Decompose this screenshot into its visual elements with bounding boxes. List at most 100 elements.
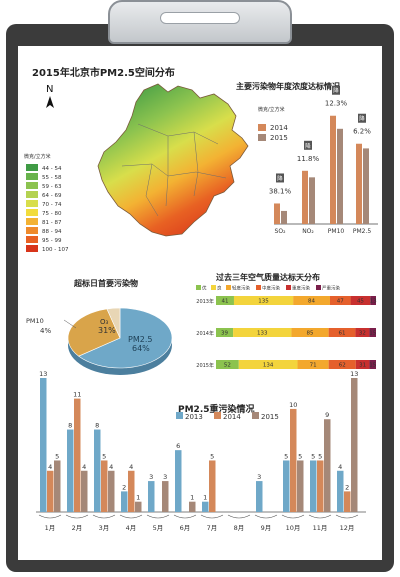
pollutant-bar	[337, 128, 343, 224]
map-districts	[121, 123, 227, 217]
down-badge-icon	[332, 85, 340, 95]
month-bracket	[173, 514, 197, 519]
aqi-segment-label: 31	[359, 363, 366, 369]
pm25-bar-label: 3	[163, 473, 167, 481]
pm25-bar-label: 4	[338, 463, 342, 471]
month-bracket	[335, 514, 359, 519]
aqi-legend-label: 严重污染	[322, 285, 340, 292]
pollutant-decline-label: 12.3%	[325, 100, 348, 108]
pm25-bar	[297, 460, 304, 512]
north-arrow-icon: N	[46, 84, 54, 108]
map-legend-swatch	[26, 227, 38, 234]
pollutant-category-label: SO₂	[275, 228, 287, 235]
aqi-segment	[297, 360, 329, 369]
pm25-bar-label: 5	[311, 452, 315, 460]
map-legend-swatch	[26, 245, 38, 252]
map-legend-swatch	[26, 209, 38, 216]
aqi-segment-label: 13	[370, 299, 377, 305]
pm25-month-label: 8月	[234, 524, 245, 532]
aqi-segment	[355, 328, 370, 337]
pm25-bar-label: 1	[203, 494, 207, 502]
pm25-month-label: 1月	[45, 524, 56, 532]
pollutant-unit: 微克/立方米	[258, 107, 285, 113]
infographic-paper: 2015年北京市PM2.5空间分布 主要污染物年度浓度达标情况 微克/立方米 微…	[18, 46, 382, 560]
map-legend-swatch	[26, 200, 38, 207]
aqi-legend-label: 中度污染	[262, 285, 280, 292]
pm25-month-label: 3月	[99, 524, 110, 532]
aqi-segment	[370, 296, 376, 305]
aqi-segment-label: 32	[359, 331, 366, 337]
map-legend-label: 64 - 69	[42, 193, 62, 199]
clip-hole	[160, 12, 240, 24]
pollutant-legend-swatch	[258, 134, 266, 141]
map-legend-swatch	[26, 173, 38, 180]
pm25-bar	[135, 501, 142, 512]
map-legend-label: 55 - 58	[42, 175, 62, 181]
pm25-legend-label: 2013	[185, 413, 203, 421]
aqi-legend-swatch	[316, 285, 321, 290]
aqi-segment-label: 15	[369, 331, 376, 337]
aqi-segment	[328, 328, 356, 337]
aqi-segment	[369, 328, 376, 337]
pollutant-chart-title: 主要污染物年度浓度达标情况	[236, 82, 340, 91]
pm25-bar-label: 3	[149, 473, 153, 481]
aqi-segment	[350, 296, 371, 305]
pollutant-category-label: PM2.5	[353, 228, 372, 235]
pm25-bar-label: 4	[129, 463, 133, 471]
map-legend-label: 59 - 63	[42, 184, 62, 190]
pm25-bar	[283, 460, 290, 512]
pm25-bar-label: 4	[48, 463, 52, 471]
pm25-bar	[101, 460, 108, 512]
pm25-bar-label: 2	[122, 483, 126, 491]
pm25-month-label: 12月	[340, 524, 355, 532]
pm25-bar-label: 5	[210, 452, 214, 460]
pm25-bar	[175, 450, 182, 512]
month-bracket	[200, 514, 224, 519]
map-legend-swatch	[26, 236, 38, 243]
aqi-legend-swatch	[196, 285, 201, 290]
pm25-bar-label: 1	[190, 494, 194, 502]
pm25-bar	[81, 470, 88, 512]
pm25-bar	[256, 481, 263, 512]
pm25-bar	[40, 378, 47, 512]
aqi-segment	[291, 328, 329, 337]
aqi-legend-label: 优	[202, 285, 207, 292]
down-badge-label: 降	[333, 87, 339, 95]
pm25-bar-label: 9	[325, 411, 329, 419]
pm25-bar	[189, 501, 196, 512]
aqi-chart-title: 过去三年空气质量达标天分布	[216, 273, 320, 282]
pm25-bar-label: 10	[289, 401, 297, 409]
month-bracket	[254, 514, 278, 519]
pie-title: 超标日首要污染物	[74, 279, 138, 288]
aqi-segment	[216, 328, 234, 337]
aqi-segment-label: 85	[307, 331, 314, 337]
month-bracket	[281, 514, 305, 519]
pm25-bar	[344, 491, 351, 512]
map-legend-label: 88 - 94	[42, 229, 62, 235]
month-bracket	[92, 514, 116, 519]
pm25-bar	[128, 470, 135, 512]
map-legend-label: 100 - 107	[42, 247, 69, 253]
pollutant-bar	[274, 203, 280, 224]
pollutant-bar	[363, 148, 369, 224]
pm25-bar	[351, 378, 358, 512]
pollutant-decline-label: 38.1%	[269, 187, 292, 195]
pm25-bar-label: 4	[82, 463, 86, 471]
pm25-bar	[209, 460, 216, 512]
aqi-segment-label: 133	[257, 331, 268, 337]
pm25-bar-label: 5	[102, 452, 106, 460]
pm25-bar-label: 13	[39, 370, 47, 378]
pm25-bar-label: 1	[136, 494, 140, 502]
pm25-bar	[310, 460, 317, 512]
aqi-segment-label: 135	[258, 299, 269, 305]
pm25-month-label: 2月	[72, 524, 83, 532]
pm25-bar-label: 8	[68, 422, 72, 430]
north-label: N	[46, 84, 53, 95]
pm25-bar	[47, 470, 54, 512]
pie-value-pm10: 4%	[40, 327, 51, 335]
pm25-month-label: 5月	[153, 524, 164, 532]
pm25-bar-label: 2	[345, 483, 349, 491]
map-legend-swatch	[26, 218, 38, 225]
pm25-bar	[317, 460, 324, 512]
map-legend-label: 81 - 87	[42, 220, 62, 226]
